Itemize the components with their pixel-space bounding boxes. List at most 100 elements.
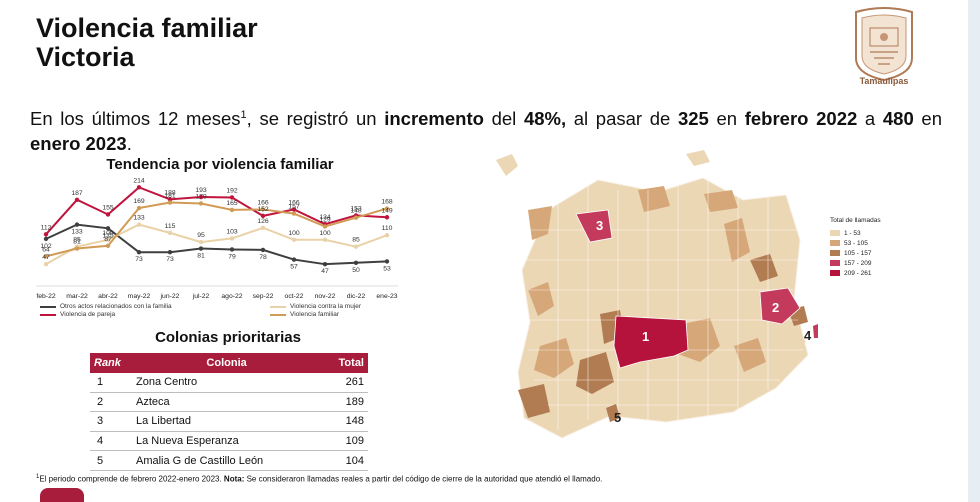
data-point	[384, 215, 390, 220]
legend-swatch	[270, 313, 286, 316]
data-point	[260, 213, 266, 219]
data-point	[43, 254, 49, 259]
x-tick-label: feb-22	[36, 293, 55, 300]
x-tick-label: jul-22	[192, 293, 210, 300]
data-label: 126	[257, 218, 269, 225]
data-label: 133	[71, 229, 83, 236]
data-point	[260, 247, 266, 253]
x-tick-label: abr-22	[98, 293, 118, 300]
data-label: 110	[382, 225, 393, 232]
data-point	[198, 246, 204, 251]
map-marker-1: 1	[642, 329, 649, 344]
data-point	[322, 261, 328, 267]
cell-colonia: Azteca	[132, 392, 322, 413]
cell-colonia: Zona Centro	[132, 373, 322, 393]
data-point	[167, 197, 173, 202]
map-legend-swatch	[830, 260, 840, 266]
data-point	[198, 201, 204, 206]
map-priority-areas	[575, 209, 818, 422]
area-azteca	[759, 287, 801, 325]
data-label: 166	[288, 199, 300, 206]
data-point	[260, 207, 266, 212]
data-point	[43, 232, 49, 237]
data-label: 85	[352, 237, 360, 244]
logo-text: Tamaulipas	[859, 76, 909, 86]
x-tick-label: oct-22	[285, 293, 304, 300]
series-line-1	[45, 223, 388, 266]
cell-rank: 4	[90, 431, 132, 452]
data-point	[167, 200, 173, 205]
map-base	[496, 150, 809, 439]
data-label: 81	[73, 239, 81, 246]
data-point	[229, 236, 235, 241]
cell-rank: 2	[90, 392, 132, 413]
map-legend-swatch	[830, 250, 840, 256]
data-point	[291, 237, 297, 242]
data-point	[229, 207, 235, 213]
map-legend-swatch	[830, 270, 840, 276]
cell-colonia: Amalia G de Castillo León	[132, 450, 322, 471]
cell-colonia: La Libertad	[132, 411, 322, 432]
window-edge	[968, 0, 980, 502]
cell-rank: 1	[90, 373, 132, 393]
map-legend-swatch	[830, 230, 840, 236]
data-label: 81	[197, 253, 205, 260]
header-colonia: Colonia	[132, 353, 322, 373]
data-point	[136, 222, 142, 227]
map-marker-2: 2	[772, 300, 779, 315]
x-tick-label: nov-22	[315, 293, 336, 300]
data-label: 87	[104, 236, 112, 243]
legend-swatch	[40, 313, 56, 316]
data-point	[198, 239, 204, 245]
legend-item-familiar: Violencia familiar	[270, 311, 339, 318]
tamaulipas-seal-icon	[855, 7, 913, 82]
data-point	[43, 261, 49, 267]
cell-total: 104	[321, 450, 368, 471]
trend-line-chart: 102 133 125 73 73 81 79 78 57 47 50 53 47 85 100 133 115…	[36, 177, 398, 300]
data-point	[322, 224, 328, 229]
map-markers: 1 2 3 4 5	[596, 218, 812, 425]
data-point	[136, 205, 142, 211]
table-header-row: Rank Colonia Total	[90, 353, 368, 373]
data-label: 100	[288, 230, 300, 237]
data-point	[105, 226, 111, 231]
data-point	[167, 230, 173, 236]
data-label: 50	[352, 267, 360, 274]
area-la-nueva-esperanza	[813, 324, 818, 338]
data-point	[167, 250, 173, 255]
data-point	[291, 257, 297, 262]
data-label: 53	[383, 265, 391, 272]
legend-item-mujer: Violencia contra la mujer	[270, 303, 361, 310]
data-label: 165	[226, 200, 238, 207]
table-row: 5 Amalia G de Castillo León 104	[90, 450, 368, 471]
x-tick-label: sep-22	[253, 293, 274, 300]
data-label: 79	[228, 253, 236, 260]
cell-total: 148	[321, 411, 368, 432]
data-point	[384, 206, 390, 211]
data-point	[105, 212, 111, 217]
map-legend-row: 157 - 209	[830, 258, 881, 268]
x-tick-label: ago-22	[221, 293, 242, 300]
map-marker-3: 3	[596, 218, 603, 233]
data-label: 188	[164, 189, 176, 196]
data-point	[229, 195, 235, 200]
cell-rank: 3	[90, 411, 132, 432]
title-line-1: Violencia familiar	[36, 13, 258, 43]
data-label: 192	[226, 187, 238, 194]
data-label: 100	[319, 230, 331, 237]
data-label: 47	[42, 254, 50, 261]
data-label: 134	[319, 214, 331, 221]
footnote: 1El periodo comprende de febrero 2022-en…	[36, 474, 603, 484]
data-label: 133	[133, 215, 145, 222]
area-la-libertad	[575, 209, 613, 243]
data-label: 47	[321, 268, 329, 275]
intro-paragraph: En los últimos 12 meses1, se registró un…	[30, 108, 942, 155]
series-line-3	[45, 201, 388, 258]
legend-swatch	[270, 305, 286, 308]
table-row: 2 Azteca 189	[90, 392, 368, 413]
data-label: 85	[73, 237, 81, 244]
data-label: 152	[257, 206, 269, 213]
data-label: 112	[41, 224, 52, 231]
data-label: 78	[259, 254, 267, 261]
data-label: 64	[42, 246, 50, 253]
